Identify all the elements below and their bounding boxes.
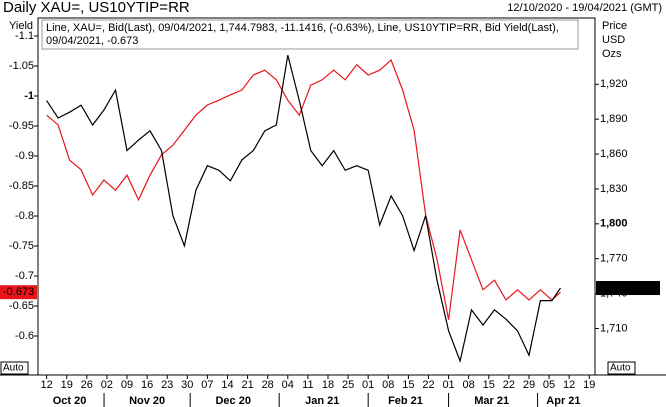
month-label: Nov 20 bbox=[129, 395, 165, 407]
x-tick-label: 22 bbox=[503, 379, 515, 391]
x-tick-label: 15 bbox=[402, 379, 414, 391]
chart-title: Daily XAU=, US10YTIP=RR bbox=[3, 0, 190, 16]
auto-button bbox=[0, 361, 29, 375]
x-tick-label: 07 bbox=[201, 379, 213, 391]
y-axis-label: Yield bbox=[9, 20, 33, 32]
y2-tick-label: 1,800 bbox=[600, 218, 628, 230]
month-label: Feb 21 bbox=[388, 395, 423, 407]
auto-button-label[interactable]: Auto bbox=[610, 363, 631, 374]
month-label: Jan 21 bbox=[305, 395, 339, 407]
y-tick-label: -1 bbox=[24, 90, 34, 102]
x-tick-label: 01 bbox=[362, 379, 374, 391]
x-tick-label: 14 bbox=[221, 379, 233, 391]
x-tick-label: 15 bbox=[483, 379, 495, 391]
month-label: Dec 20 bbox=[215, 395, 250, 407]
y-tick-label: -0.85 bbox=[9, 180, 34, 192]
y2-axis-label: Price bbox=[602, 20, 627, 32]
x-tick-label: 23 bbox=[161, 379, 173, 391]
y2-tick-label: 1,920 bbox=[600, 78, 628, 90]
auto-button-label[interactable]: Auto bbox=[3, 363, 24, 374]
x-tick-label: 04 bbox=[282, 379, 294, 391]
x-tick-label: 09 bbox=[121, 379, 133, 391]
y-tick-label: -0.7 bbox=[15, 270, 34, 282]
x-tick-label: 30 bbox=[181, 379, 193, 391]
x-tick-label: 29 bbox=[523, 379, 535, 391]
series-line bbox=[46, 55, 561, 364]
legend-box bbox=[41, 19, 579, 50]
y2-axis-label: Ozs bbox=[602, 48, 622, 60]
x-tick-label: 08 bbox=[463, 379, 475, 391]
y-tick-label: -0.8 bbox=[15, 210, 34, 222]
y2-tick-label: 1,830 bbox=[600, 183, 628, 195]
auto-button bbox=[607, 361, 636, 375]
last-value-tag bbox=[0, 285, 37, 300]
x-tick-label: 22 bbox=[422, 379, 434, 391]
plot-frame bbox=[37, 17, 596, 376]
y2-tick-label: 1,770 bbox=[600, 253, 628, 265]
y2-tick-label: 1,890 bbox=[600, 113, 628, 125]
y-tick-label: -0.65 bbox=[9, 300, 34, 312]
y-tick-label: -0.6 bbox=[15, 330, 34, 342]
x-tick-label: 08 bbox=[382, 379, 394, 391]
month-label: Apr 21 bbox=[546, 395, 580, 407]
y2-tick-label: 1,860 bbox=[600, 148, 628, 160]
y-tick-label: -0.95 bbox=[9, 120, 34, 132]
x-tick-label: 11 bbox=[302, 379, 313, 391]
x-tick-label: 19 bbox=[583, 379, 595, 391]
y2-axis-label: USD bbox=[602, 34, 625, 46]
x-tick-label: 26 bbox=[81, 379, 93, 391]
y-tick-label: -1.1 bbox=[15, 30, 34, 42]
last-value-label: 1,744.7983 bbox=[600, 282, 655, 294]
x-tick-label: 19 bbox=[61, 379, 73, 391]
x-tick-label: 28 bbox=[262, 379, 274, 391]
date-range: 12/10/2020 - 19/04/2021 (GMT) bbox=[507, 2, 662, 14]
y-tick-label: -0.9 bbox=[15, 150, 34, 162]
x-tick-label: 12 bbox=[40, 379, 52, 391]
last-value-tag bbox=[596, 281, 660, 296]
x-tick-label: 05 bbox=[543, 379, 555, 391]
legend-text: 09/04/2021, -0.673 bbox=[46, 35, 138, 47]
legend-text: Line, XAU=, Bid(Last), 09/04/2021, 1,744… bbox=[46, 22, 281, 34]
legend-text: -11.1416, (-0.63%), Line, US10YTIP=RR, B… bbox=[281, 22, 559, 34]
x-tick-label: 01 bbox=[442, 379, 454, 391]
x-tick-label: 02 bbox=[101, 379, 113, 391]
x-tick-label: 12 bbox=[563, 379, 575, 391]
last-value-label: -0.673 bbox=[3, 286, 34, 298]
series-line bbox=[46, 58, 561, 320]
month-label: Mar 21 bbox=[474, 395, 509, 407]
y-tick-label: -1.05 bbox=[9, 60, 34, 72]
month-label: Oct 20 bbox=[53, 395, 87, 407]
x-tick-label: 21 bbox=[241, 379, 253, 391]
x-tick-label: 16 bbox=[141, 379, 153, 391]
y2-tick-label: 1,710 bbox=[600, 322, 628, 334]
x-tick-label: 18 bbox=[322, 379, 334, 391]
x-tick-label: 25 bbox=[342, 379, 354, 391]
y-tick-label: -0.75 bbox=[9, 240, 34, 252]
